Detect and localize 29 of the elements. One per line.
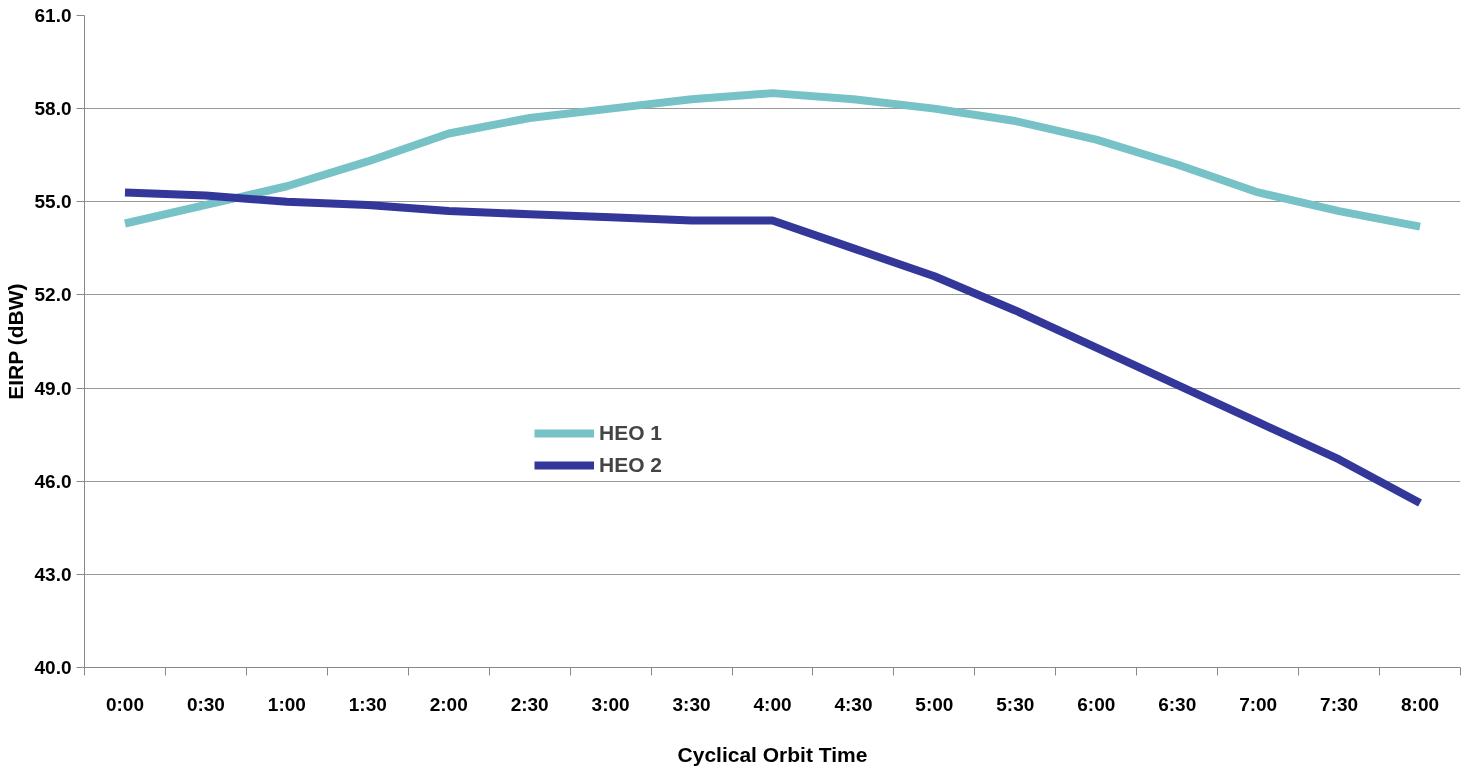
y-axis-title: EIRP (dBW): [3, 283, 27, 400]
y-tick-label: 61.0: [34, 5, 72, 26]
x-tick-label: 8:00: [1401, 693, 1440, 715]
x-tick-label: 0:30: [186, 693, 225, 715]
x-tick-label: 6:00: [1077, 693, 1116, 715]
x-tick-label: 3:30: [672, 693, 711, 715]
x-tick-label: 0:00: [105, 693, 144, 715]
y-tick-label: 55.0: [34, 191, 72, 213]
x-tick-label: 1:30: [348, 693, 387, 715]
x-tick-label: 5:30: [996, 693, 1035, 715]
y-tick-label: 49.0: [34, 377, 72, 399]
x-tick-label: 2:30: [510, 693, 549, 715]
x-tick-label: 3:00: [591, 693, 630, 715]
x-tick-label: 4:00: [753, 693, 792, 715]
x-tick-label: 5:00: [915, 693, 954, 715]
legend-label: HEO 2: [599, 453, 663, 477]
x-tick-label: 7:30: [1320, 693, 1359, 715]
y-tick-label: 58.0: [34, 98, 72, 120]
x-axis-title: Cyclical Orbit Time: [677, 742, 868, 766]
y-tick-label: 43.0: [34, 563, 72, 585]
y-tick-label: 52.0: [34, 284, 72, 306]
y-tick-label: 46.0: [34, 470, 72, 492]
x-tick-label: 1:00: [267, 693, 306, 715]
x-tick-label: 6:30: [1158, 693, 1197, 715]
y-tick-label: 40.0: [34, 657, 72, 678]
x-tick-label: 4:30: [834, 693, 873, 715]
legend-label: HEO 1: [599, 421, 663, 445]
x-tick-label: 7:00: [1239, 693, 1278, 715]
x-tick-label: 2:00: [429, 693, 468, 715]
